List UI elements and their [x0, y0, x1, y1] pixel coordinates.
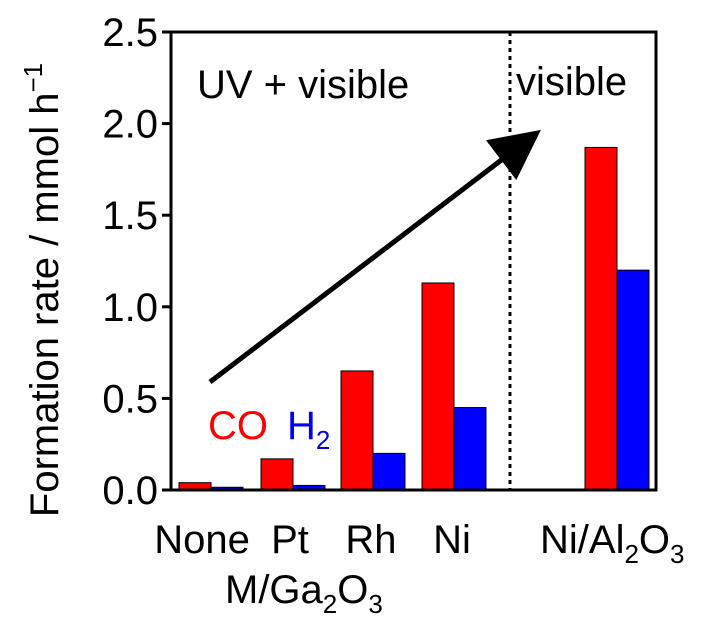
category-label-rh: Rh — [345, 518, 396, 562]
bar-co-4 — [584, 146, 618, 491]
legend-h2: H2 — [287, 404, 330, 455]
cat5-sub2: 3 — [670, 539, 684, 569]
y-tick-label: 1.0 — [102, 286, 158, 330]
group-sub2: 3 — [368, 589, 382, 619]
bar-h2-2 — [372, 452, 406, 491]
y-tick-label: 0.0 — [102, 469, 158, 513]
legend-h2-base: H — [287, 404, 316, 448]
bar-co-1 — [260, 458, 294, 491]
y-tick-label: 1.5 — [102, 194, 158, 238]
legend-co: CO — [208, 404, 268, 448]
category-label-ni: Ni — [433, 518, 471, 562]
region-label-visible: visible — [516, 60, 627, 104]
region-label-uv-visible: UV + visible — [197, 63, 409, 107]
increasing-trend-arrow — [208, 129, 541, 384]
cat5-mid: O — [639, 518, 670, 562]
y-tick-label: 2.0 — [102, 103, 158, 147]
y-axis-ticks: 0.0 0.5 1.0 1.5 2.0 2.5 — [102, 11, 171, 513]
y-tick-label: 0.5 — [102, 377, 158, 421]
group-base: M/Ga — [225, 568, 324, 612]
bar-co-3 — [421, 282, 455, 491]
category-label-pt: Pt — [271, 518, 309, 562]
cat5-base: Ni/Al — [540, 518, 624, 562]
bars — [178, 146, 650, 491]
cat5-sub1: 2 — [624, 539, 638, 569]
y-axis-label-superscript: −1 — [18, 63, 48, 93]
legend-h2-subscript: 2 — [316, 425, 330, 455]
group-sub1: 2 — [323, 589, 337, 619]
y-tick-label: 2.5 — [102, 11, 158, 55]
group-mid: O — [337, 568, 368, 612]
bar-co-2 — [340, 370, 374, 491]
group-label-m-ga2o3: M/Ga2O3 — [225, 568, 383, 619]
bar-h2-3 — [453, 407, 487, 491]
category-label-none: None — [154, 518, 250, 562]
y-axis-label: Formation rate / mmol h−1 — [18, 63, 67, 517]
y-axis-label-text: Formation rate / mmol h — [23, 93, 67, 518]
category-label-ni-al2o3: Ni/Al2O3 — [540, 518, 685, 569]
bar-h2-4 — [616, 269, 650, 491]
plot-frame — [169, 30, 658, 492]
